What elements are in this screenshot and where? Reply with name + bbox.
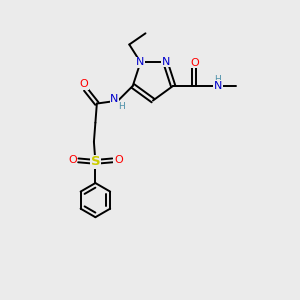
Text: O: O bbox=[80, 79, 88, 89]
Text: O: O bbox=[68, 155, 77, 165]
Text: O: O bbox=[114, 155, 123, 165]
Text: N: N bbox=[162, 57, 170, 67]
Text: H: H bbox=[118, 102, 124, 111]
Text: N: N bbox=[136, 57, 145, 67]
Text: S: S bbox=[91, 155, 100, 168]
Text: O: O bbox=[190, 58, 199, 68]
Text: H: H bbox=[214, 76, 221, 85]
Text: N: N bbox=[214, 81, 222, 91]
Text: N: N bbox=[110, 94, 119, 104]
